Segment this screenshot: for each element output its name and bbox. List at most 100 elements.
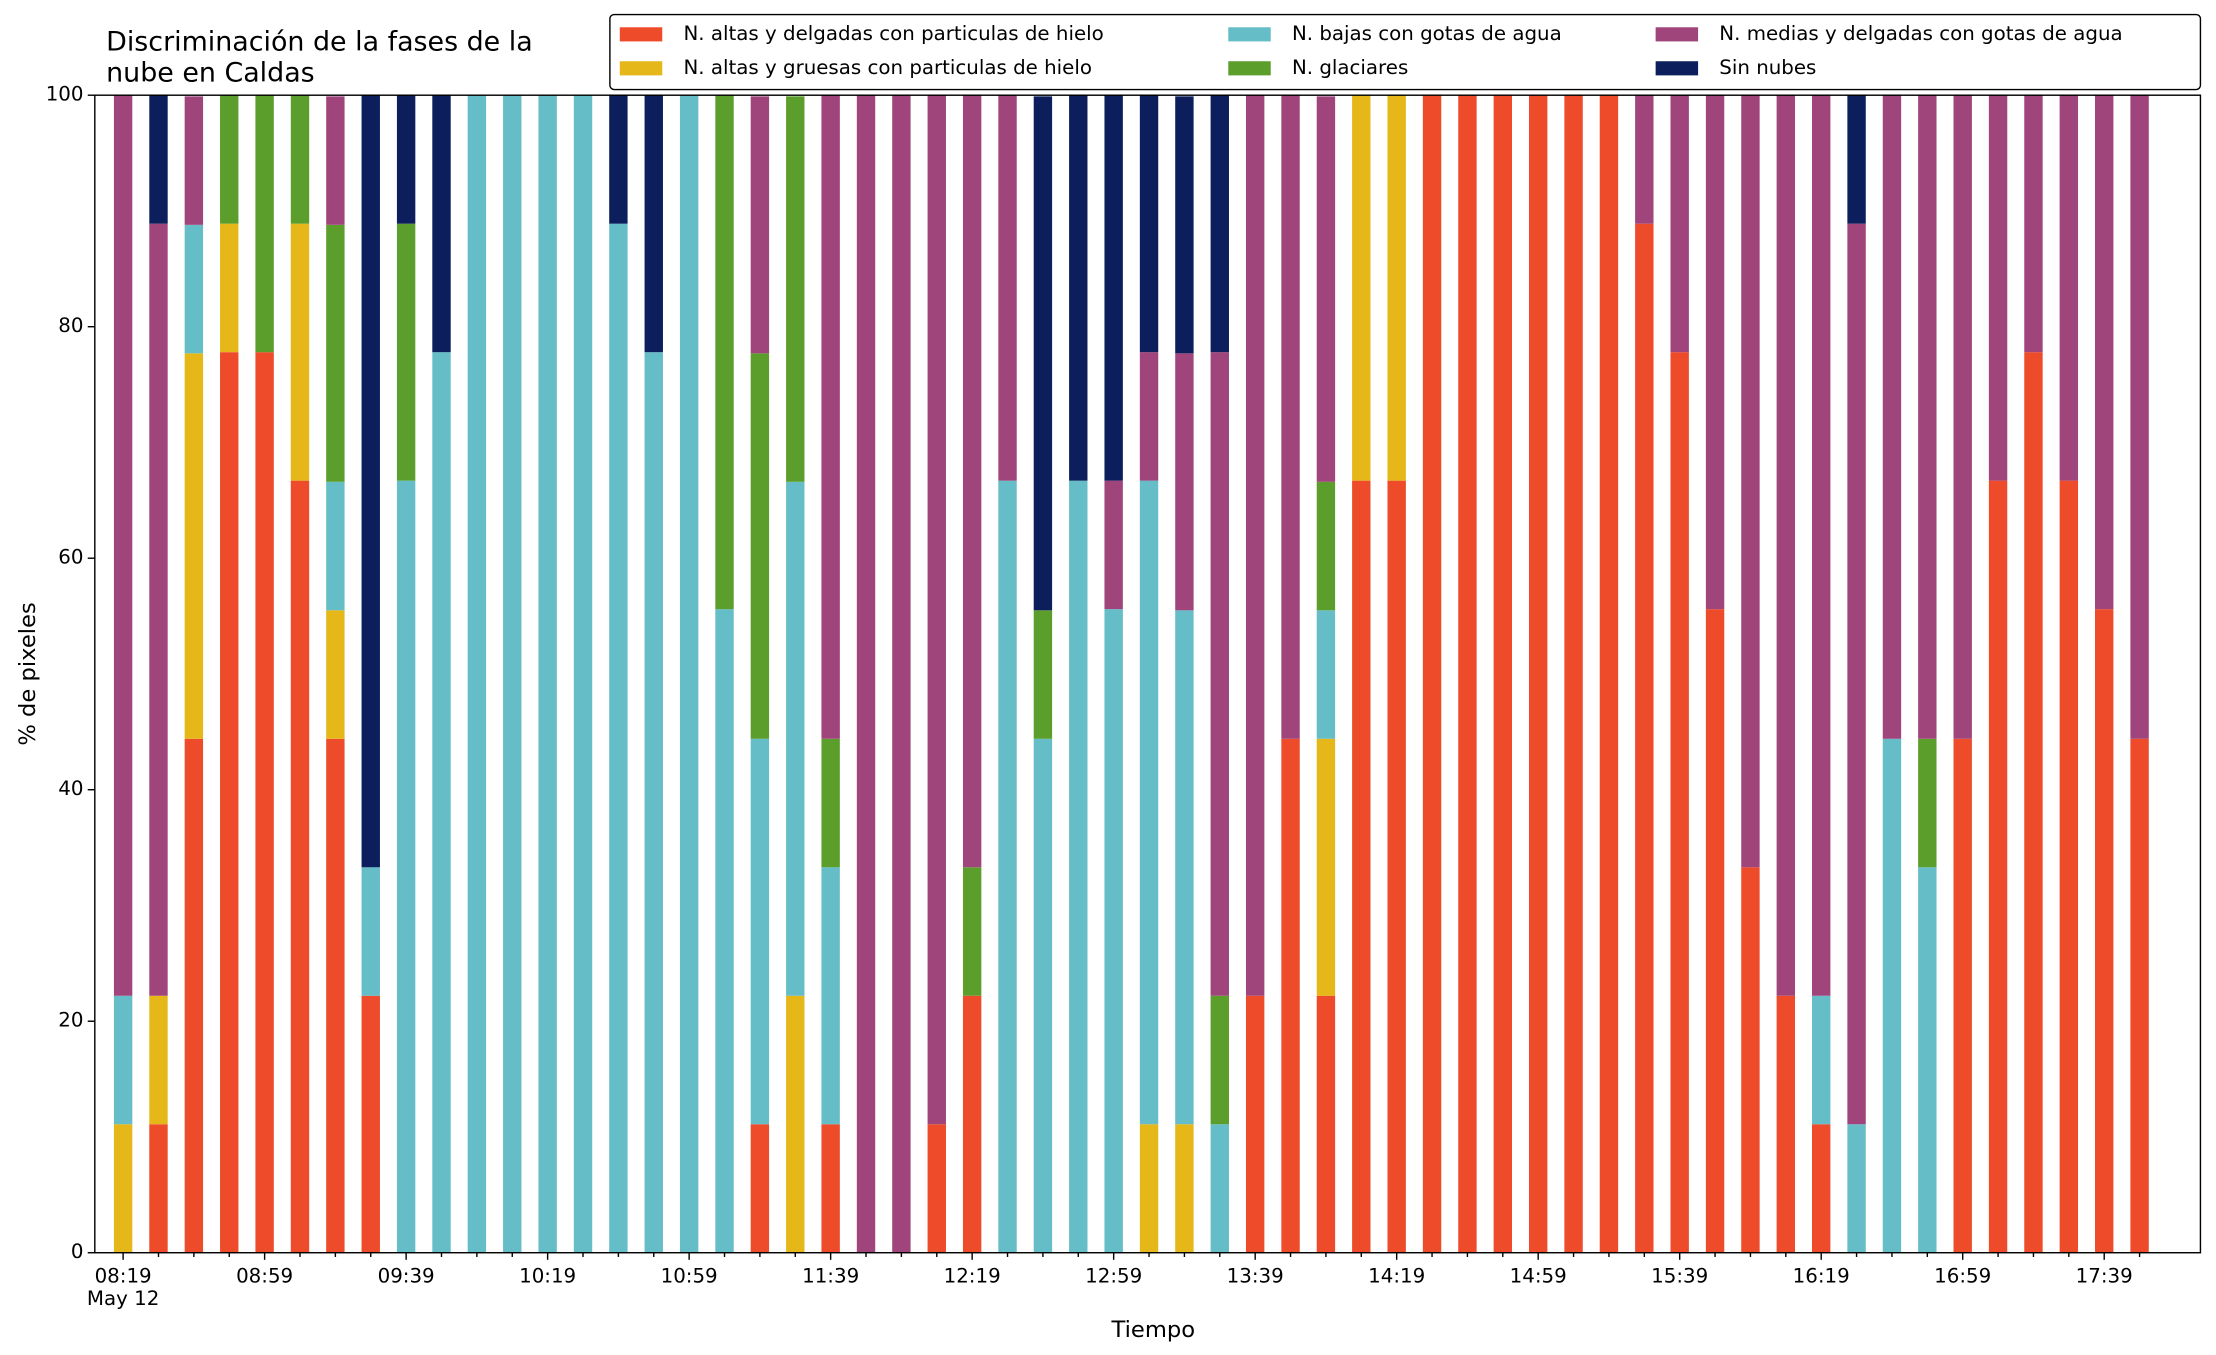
bar-segment xyxy=(361,995,380,1253)
x-tick-label: 17:39 xyxy=(2076,1264,2133,1287)
bar-segment xyxy=(1245,95,1265,996)
bar-segment xyxy=(1387,95,1406,481)
bar-segment xyxy=(1245,995,1265,1253)
bar-segment xyxy=(2059,95,2079,481)
bar-segment xyxy=(962,995,982,1253)
bar-segment xyxy=(1882,738,1902,1253)
bar-segment xyxy=(679,95,699,1253)
y-tick-label: 60 xyxy=(58,546,83,569)
x-tick-label: 10:59 xyxy=(661,1264,718,1287)
date-label: May 12 xyxy=(87,1287,159,1310)
bar-segment xyxy=(1033,610,1053,739)
bar-segment xyxy=(290,223,310,481)
bar-segment xyxy=(750,353,770,739)
bar-segment xyxy=(892,95,911,1253)
x-tick-label: 15:39 xyxy=(1651,1264,1708,1287)
bar-segment xyxy=(290,480,310,1253)
x-tick-label: 12:19 xyxy=(944,1264,1001,1287)
x-tick-label: 16:19 xyxy=(1793,1264,1850,1287)
x-tick-label: 14:19 xyxy=(1368,1264,1425,1287)
bar-segment xyxy=(1988,480,2008,1253)
bar-segment xyxy=(1953,738,1972,1253)
bar-segment xyxy=(2024,352,2043,1253)
bar-segment xyxy=(467,95,487,1253)
bar-segment xyxy=(962,867,982,996)
x-tick-label: 11:39 xyxy=(802,1264,859,1287)
x-tick-label: 08:59 xyxy=(236,1264,293,1287)
bar-segment xyxy=(1069,95,1088,481)
bar-segment xyxy=(1458,95,1477,1253)
bar-segment xyxy=(1741,95,1760,868)
bar-segment xyxy=(113,995,133,1125)
bar-segment xyxy=(1281,95,1300,739)
bar-segment xyxy=(1847,223,1866,1125)
bar-segment xyxy=(1175,353,1194,611)
bar-segment xyxy=(326,96,345,225)
legend-swatch xyxy=(619,27,663,42)
bar-segment xyxy=(1811,995,1831,1125)
bar-segment xyxy=(1175,1124,1194,1253)
bar-segment xyxy=(432,352,451,1253)
legend-label: N. medias y delgadas con gotas de agua xyxy=(1719,22,2122,45)
bar-segment xyxy=(1210,352,1229,996)
bar-segment xyxy=(750,96,770,354)
plot-frame xyxy=(94,94,2202,1254)
bar-segment xyxy=(1847,1124,1866,1253)
bar-segment xyxy=(1104,609,1123,1253)
bar-segment xyxy=(396,480,416,1253)
bar-segment xyxy=(326,610,345,739)
x-tick-label: 14:59 xyxy=(1510,1264,1567,1287)
legend-swatch xyxy=(1655,61,1699,76)
bar-segment xyxy=(113,1124,133,1253)
bar-segment xyxy=(1811,1124,1831,1253)
bar-segment xyxy=(1210,995,1229,1125)
bar-segment xyxy=(396,223,416,481)
bar-segment xyxy=(750,1124,770,1253)
bar-segment xyxy=(927,95,946,1125)
legend-swatch xyxy=(1655,27,1699,42)
bar-segment xyxy=(1139,1124,1159,1253)
bar-segment xyxy=(149,995,168,1125)
bar-segment xyxy=(1776,95,1796,996)
bar-segment xyxy=(326,224,345,482)
y-tick-label: 20 xyxy=(58,1009,83,1032)
bar-segment xyxy=(715,609,734,1253)
bar-segment xyxy=(538,95,557,1253)
bar-segment xyxy=(361,95,380,868)
y-tick-label: 80 xyxy=(58,314,83,337)
bar-segment xyxy=(998,480,1017,1253)
bar-segment xyxy=(396,95,416,224)
bar-segment xyxy=(715,95,734,610)
bar-segment xyxy=(998,95,1017,481)
bar-segment xyxy=(2024,95,2043,353)
bar-segment xyxy=(927,1124,946,1253)
bar-segment xyxy=(1033,738,1053,1253)
bar-segment xyxy=(432,95,451,353)
bar-segment xyxy=(220,95,239,224)
bar-segment xyxy=(1564,95,1583,1253)
bar-segment xyxy=(962,95,982,868)
bar-segment xyxy=(786,995,805,1253)
y-axis-label: % de pixeles xyxy=(15,602,41,745)
bar-segment xyxy=(1316,738,1336,996)
bar-segment xyxy=(1882,95,1902,739)
bar-segment xyxy=(2130,738,2149,1253)
bar-segment xyxy=(149,223,168,996)
bar-segment xyxy=(1670,95,1689,353)
bar-segment xyxy=(1139,480,1159,1125)
y-tick-label: 100 xyxy=(46,83,84,106)
bar-segment xyxy=(1493,95,1513,1253)
legend-label: N. altas y delgadas con particulas de hi… xyxy=(683,22,1103,45)
legend-swatch xyxy=(619,61,663,76)
x-tick-label: 10:19 xyxy=(519,1264,576,1287)
legend-label: N. glaciares xyxy=(1292,56,1408,79)
bar-segment xyxy=(2130,95,2149,739)
bar-segment xyxy=(609,95,628,224)
legend-label: N. altas y gruesas con particulas de hie… xyxy=(683,56,1092,79)
bar-segment xyxy=(2095,95,2114,610)
bar-segment xyxy=(326,738,345,1253)
bar-segment xyxy=(1210,1124,1229,1253)
bar-segment xyxy=(1741,867,1760,1253)
bar-segment xyxy=(644,352,663,1253)
